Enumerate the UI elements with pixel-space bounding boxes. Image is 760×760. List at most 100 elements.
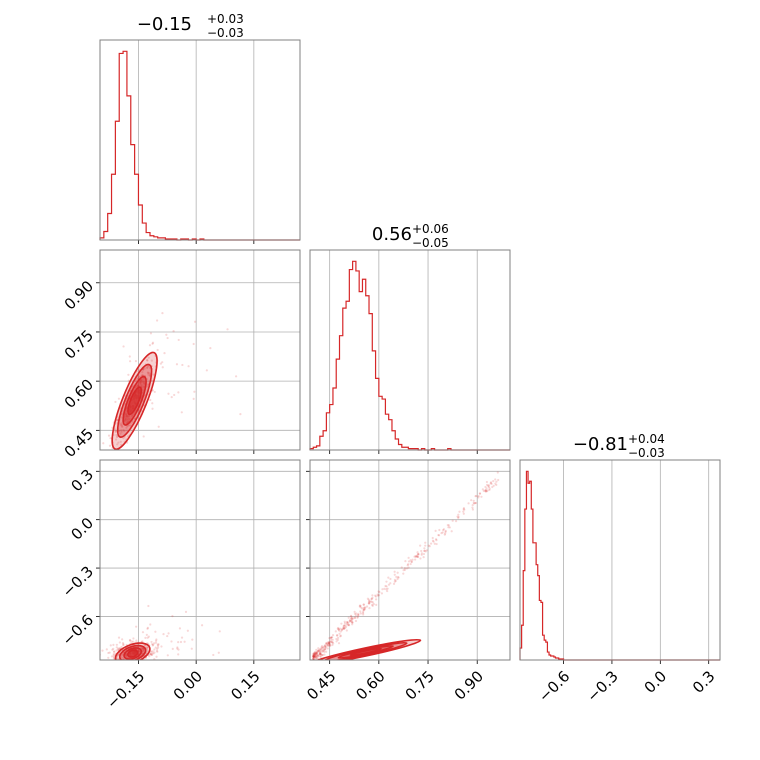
scatter-point [484, 490, 487, 493]
scatter-point [126, 414, 129, 417]
scatter-point [325, 641, 328, 645]
scatter-point [495, 483, 498, 487]
scatter-point [462, 510, 465, 513]
scatter-point [318, 648, 321, 651]
scatter-point [407, 563, 410, 566]
scatter-point [313, 653, 316, 656]
scatter-point [478, 492, 482, 495]
scatter-point [112, 650, 116, 653]
scatter-point [415, 554, 418, 557]
scatter-point [127, 418, 130, 421]
scatter-point [444, 530, 447, 533]
scatter-point [124, 411, 128, 414]
scatter-point [385, 588, 388, 591]
scatter-point [149, 653, 152, 656]
scatter-point [209, 347, 212, 350]
scatter-point [457, 513, 460, 516]
scatter-point [145, 646, 149, 649]
scatter-point [484, 488, 487, 492]
scatter-point [151, 341, 155, 344]
scatter-point [404, 560, 407, 563]
scatter-point [146, 626, 149, 629]
scatter-point [444, 529, 447, 532]
scatter-point [322, 648, 325, 651]
scatter-point [323, 650, 326, 653]
scatter-point [186, 629, 189, 632]
scatter-point [122, 437, 125, 440]
scatter-point [344, 626, 347, 629]
scatter-point [317, 647, 320, 650]
scatter-point [348, 619, 352, 622]
scatter-point [349, 620, 352, 623]
scatter-point [181, 363, 184, 367]
scatter-point [315, 653, 318, 656]
scatter-point [147, 635, 150, 638]
scatter-point [370, 597, 373, 600]
scatter-point [494, 478, 497, 481]
scatter-point [117, 441, 120, 444]
scatter-point [117, 636, 121, 639]
scatter-point [330, 636, 333, 639]
scatter-point [420, 553, 423, 556]
scatter-point [312, 655, 315, 658]
scatter-point [146, 383, 149, 386]
scatter-point [353, 612, 357, 615]
scatter-point [179, 640, 183, 644]
scatter-point [316, 653, 320, 657]
scatter-point [114, 400, 117, 404]
title-param-1: 0.56 +0.06 −0.05 [372, 222, 449, 250]
xtick-label-1-3: 0.90 [451, 667, 487, 703]
scatter-point [112, 643, 115, 646]
scatter-point [338, 632, 341, 635]
scatter-point [125, 655, 128, 658]
scatter-point [115, 438, 118, 441]
scatter-point [146, 649, 149, 652]
scatter-point [319, 652, 322, 655]
scatter-point [331, 638, 334, 641]
scatter-point [490, 482, 493, 485]
scatter-point [313, 651, 317, 654]
scatter-point [112, 656, 115, 660]
scatter-point [488, 488, 491, 492]
scatter-point [136, 661, 138, 663]
scatter-point [312, 652, 315, 655]
scatter-point [357, 614, 360, 617]
scatter-point [350, 615, 353, 618]
scatter-point [419, 557, 422, 560]
scatter-point [484, 489, 487, 493]
title-param-2: −0.81 +0.04 −0.03 [573, 432, 665, 460]
scatter-point [145, 662, 147, 664]
scatter-point [359, 604, 362, 607]
scatter-point [156, 319, 159, 322]
scatter-point [123, 661, 125, 663]
scatter-point [153, 651, 156, 654]
scatter-point [397, 576, 400, 579]
ytick-label-2-3: 0.3 [67, 466, 97, 496]
scatter-point [111, 648, 114, 651]
scatter-point [414, 558, 417, 561]
scatter-point [319, 653, 322, 656]
scatter-point [431, 536, 434, 540]
scatter-point [349, 614, 353, 617]
scatter-point [312, 652, 315, 655]
scatter-point [314, 652, 317, 656]
scatter-point [431, 539, 435, 542]
scatter-point [359, 610, 362, 613]
scatter-point [386, 587, 389, 590]
scatter-point [151, 407, 154, 410]
scatter-point [139, 381, 142, 384]
scatter-point [368, 607, 371, 610]
scatter-point [140, 374, 144, 377]
scatter-point [389, 577, 392, 581]
xtick-label-1-1: 0.60 [352, 667, 388, 703]
scatter-point [458, 510, 461, 513]
scatter-point [350, 617, 353, 620]
scatter-point [124, 418, 127, 421]
scatter-point [362, 603, 365, 606]
scatter-point [315, 648, 318, 651]
scatter-point [327, 641, 330, 644]
scatter-point [456, 515, 459, 518]
scatter-point [319, 649, 322, 653]
scatter-point [472, 501, 475, 505]
ytick-label-2-1: −0.3 [59, 562, 97, 600]
